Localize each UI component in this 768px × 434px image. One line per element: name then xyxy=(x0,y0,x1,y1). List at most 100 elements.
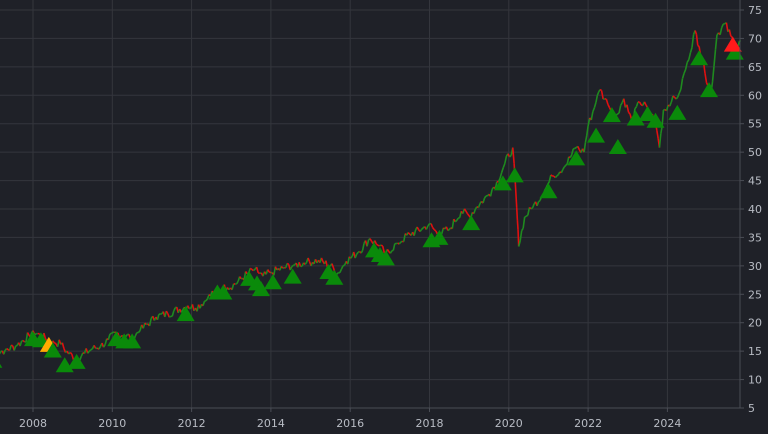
price-segment xyxy=(530,207,534,210)
x-tick-label: 2016 xyxy=(336,417,364,430)
price-segment xyxy=(622,98,627,108)
buy-triangle-icon xyxy=(67,353,86,369)
price-segment xyxy=(204,299,207,303)
price-segment xyxy=(22,339,26,343)
price-segment xyxy=(304,261,308,265)
price-segment xyxy=(273,266,277,276)
price-segment xyxy=(239,276,242,280)
price-segment xyxy=(669,101,673,107)
price-segment xyxy=(342,264,345,267)
x-tick-label: 2024 xyxy=(653,417,681,430)
price-segment xyxy=(483,195,487,199)
price-segment xyxy=(389,250,393,254)
price-segment xyxy=(379,244,382,247)
price-segment xyxy=(663,108,666,111)
price-segment xyxy=(516,220,519,230)
price-segment xyxy=(546,181,550,185)
price-segment xyxy=(474,206,478,210)
buy-triangle-icon xyxy=(0,363,3,368)
price-segment xyxy=(713,49,717,67)
price-segment xyxy=(619,102,623,106)
price-segment xyxy=(125,333,129,338)
y-tick-label: 70 xyxy=(748,32,762,45)
price-segment xyxy=(134,332,138,337)
price-segment xyxy=(3,349,7,355)
price-segment xyxy=(536,201,540,207)
price-segment xyxy=(286,262,290,266)
buy-triangle-icon xyxy=(325,269,344,285)
price-segment xyxy=(357,250,360,253)
price-segment xyxy=(528,206,532,210)
price-segment xyxy=(307,257,311,263)
price-segment xyxy=(489,189,493,197)
price-segment xyxy=(689,47,693,54)
price-segment xyxy=(566,156,570,164)
price-segment xyxy=(556,174,559,177)
price-segment xyxy=(447,228,450,232)
price-segment xyxy=(719,27,723,35)
price-segment xyxy=(432,227,435,231)
price-segment xyxy=(600,90,604,100)
price-segment xyxy=(259,272,262,275)
price-segment xyxy=(354,253,358,259)
price-segment xyxy=(502,163,506,169)
price-segment xyxy=(397,242,400,245)
price-segment xyxy=(585,125,589,136)
buy-triangle-icon xyxy=(638,105,657,121)
price-segment xyxy=(289,266,293,271)
price-segment xyxy=(280,265,284,269)
price-segment xyxy=(711,66,715,83)
y-tick-label: 65 xyxy=(748,61,762,74)
price-segment xyxy=(435,230,439,235)
price-segment xyxy=(590,111,594,121)
price-segment xyxy=(672,95,676,98)
price-segment xyxy=(457,216,460,219)
price-segment xyxy=(538,199,541,203)
y-tick-label: 35 xyxy=(748,231,762,244)
price-segment xyxy=(339,268,343,273)
price-segment xyxy=(255,266,259,273)
price-segment xyxy=(392,243,396,251)
price-segment xyxy=(107,333,111,340)
x-tick-label: 2020 xyxy=(495,417,523,430)
signal-markers xyxy=(0,36,744,373)
price-segment xyxy=(186,305,190,309)
price-segment xyxy=(592,107,596,112)
price-segment xyxy=(419,229,423,233)
price-segment xyxy=(205,298,209,302)
price-segment xyxy=(694,30,698,35)
price-segment xyxy=(583,142,587,153)
gridlines xyxy=(0,0,740,409)
price-segment xyxy=(137,330,141,334)
price-segment xyxy=(6,347,9,351)
price-segment xyxy=(574,146,577,150)
price-segment xyxy=(661,110,665,127)
price-segment xyxy=(519,230,523,241)
price-segment xyxy=(525,214,529,217)
price-segment xyxy=(587,117,591,127)
price-segment xyxy=(291,264,294,268)
price-segment xyxy=(111,331,114,334)
y-tick-label: 30 xyxy=(748,260,762,273)
price-segment xyxy=(704,73,708,83)
price-segment xyxy=(381,245,386,254)
price-segment xyxy=(565,163,568,166)
price-segment xyxy=(88,349,92,352)
price-segment xyxy=(465,210,469,215)
price-segment xyxy=(249,267,253,271)
price-segment xyxy=(658,133,662,148)
y-tick-label: 25 xyxy=(748,288,762,301)
price-segment xyxy=(146,323,149,326)
price-segment xyxy=(202,301,206,307)
price-segment xyxy=(336,272,339,275)
x-tick-label: 2014 xyxy=(257,417,285,430)
y-tick-label: 20 xyxy=(748,317,762,330)
price-segment xyxy=(71,353,75,360)
price-segment xyxy=(8,344,12,351)
buy-triangle-icon xyxy=(690,50,709,66)
buy-triangle-icon xyxy=(283,268,302,284)
price-segment xyxy=(720,23,725,28)
price-segment xyxy=(504,155,508,164)
